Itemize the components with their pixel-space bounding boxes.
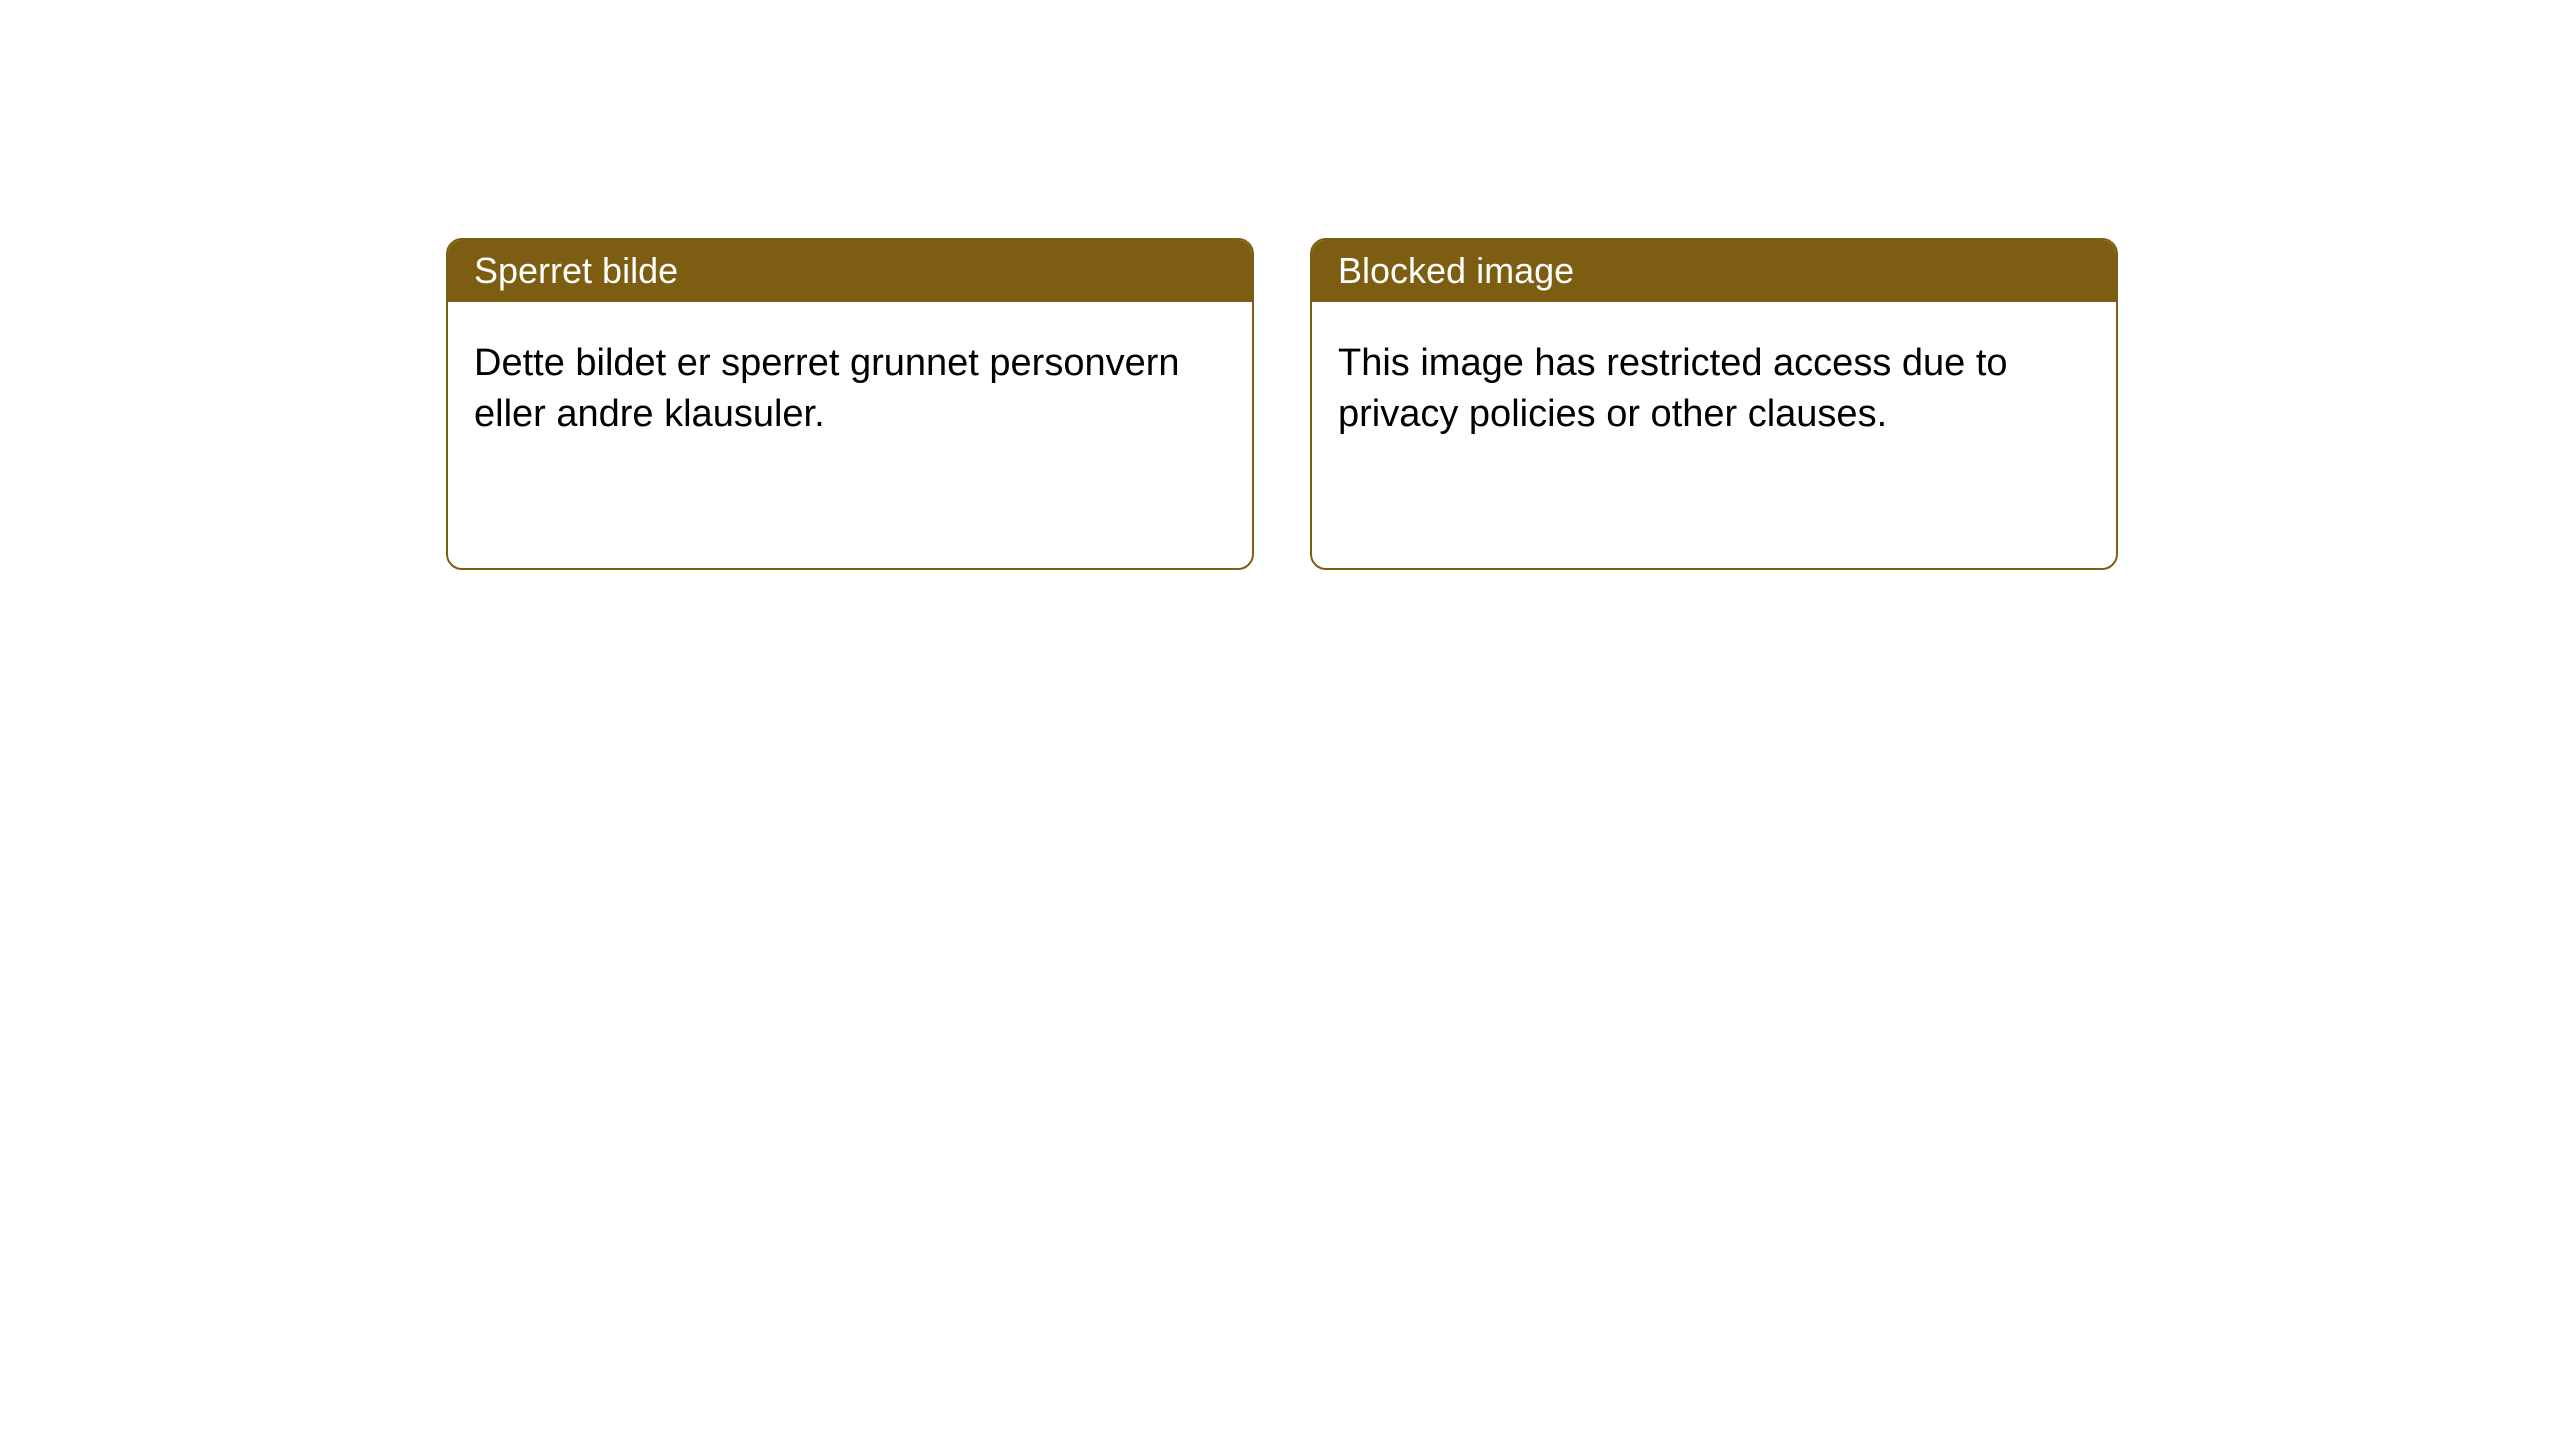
cards-container: Sperret bilde Dette bildet er sperret gr… (0, 0, 2560, 570)
card-title: Sperret bilde (474, 250, 678, 291)
card-body-text: This image has restricted access due to … (1338, 342, 2008, 435)
card-body: This image has restricted access due to … (1312, 302, 2116, 477)
card-title: Blocked image (1338, 250, 1574, 291)
blocked-image-card-no: Sperret bilde Dette bildet er sperret gr… (446, 238, 1254, 570)
card-body: Dette bildet er sperret grunnet personve… (448, 302, 1252, 477)
card-header: Sperret bilde (448, 240, 1252, 302)
card-header: Blocked image (1312, 240, 2116, 302)
card-body-text: Dette bildet er sperret grunnet personve… (474, 342, 1180, 435)
blocked-image-card-en: Blocked image This image has restricted … (1310, 238, 2118, 570)
